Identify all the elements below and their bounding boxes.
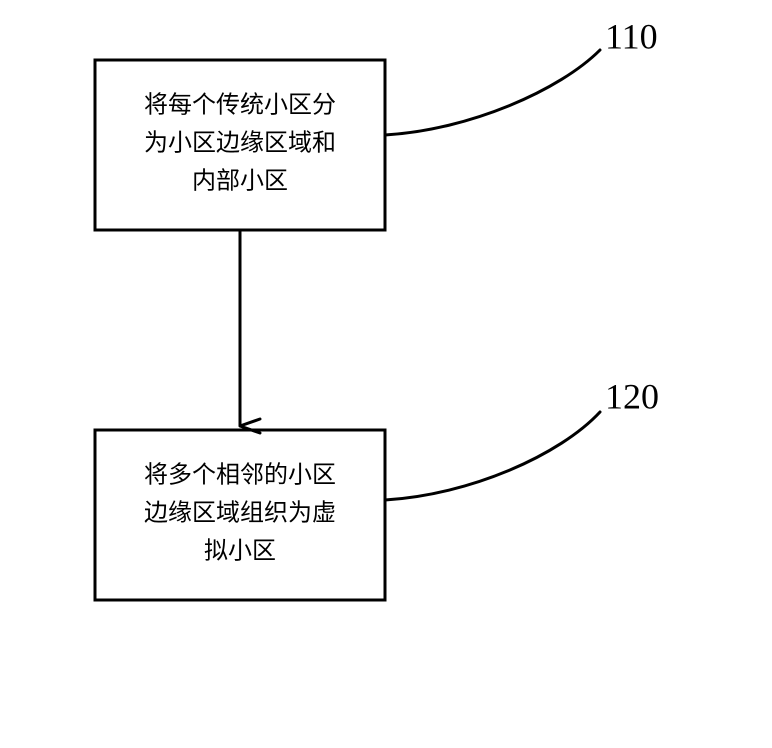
leader-line [385,50,600,135]
node-label: 110 [605,16,658,56]
node-label: 120 [605,376,659,416]
node-text-line: 拟小区 [204,538,276,565]
flow-node-n1: 将每个传统小区分为小区边缘区域和内部小区 110 [95,16,658,230]
flow-node-n2: 将多个相邻的小区边缘区域组织为虚拟小区 120 [95,376,659,600]
node-text-line: 将每个传统小区分 [144,92,336,119]
leader-line [385,412,600,500]
node-text-line: 为小区边缘区域和 [144,130,336,157]
node-text-line: 内部小区 [192,168,288,195]
node-text-line: 将多个相邻的小区 [144,462,336,489]
node-text-line: 边缘区域组织为虚 [144,500,336,527]
